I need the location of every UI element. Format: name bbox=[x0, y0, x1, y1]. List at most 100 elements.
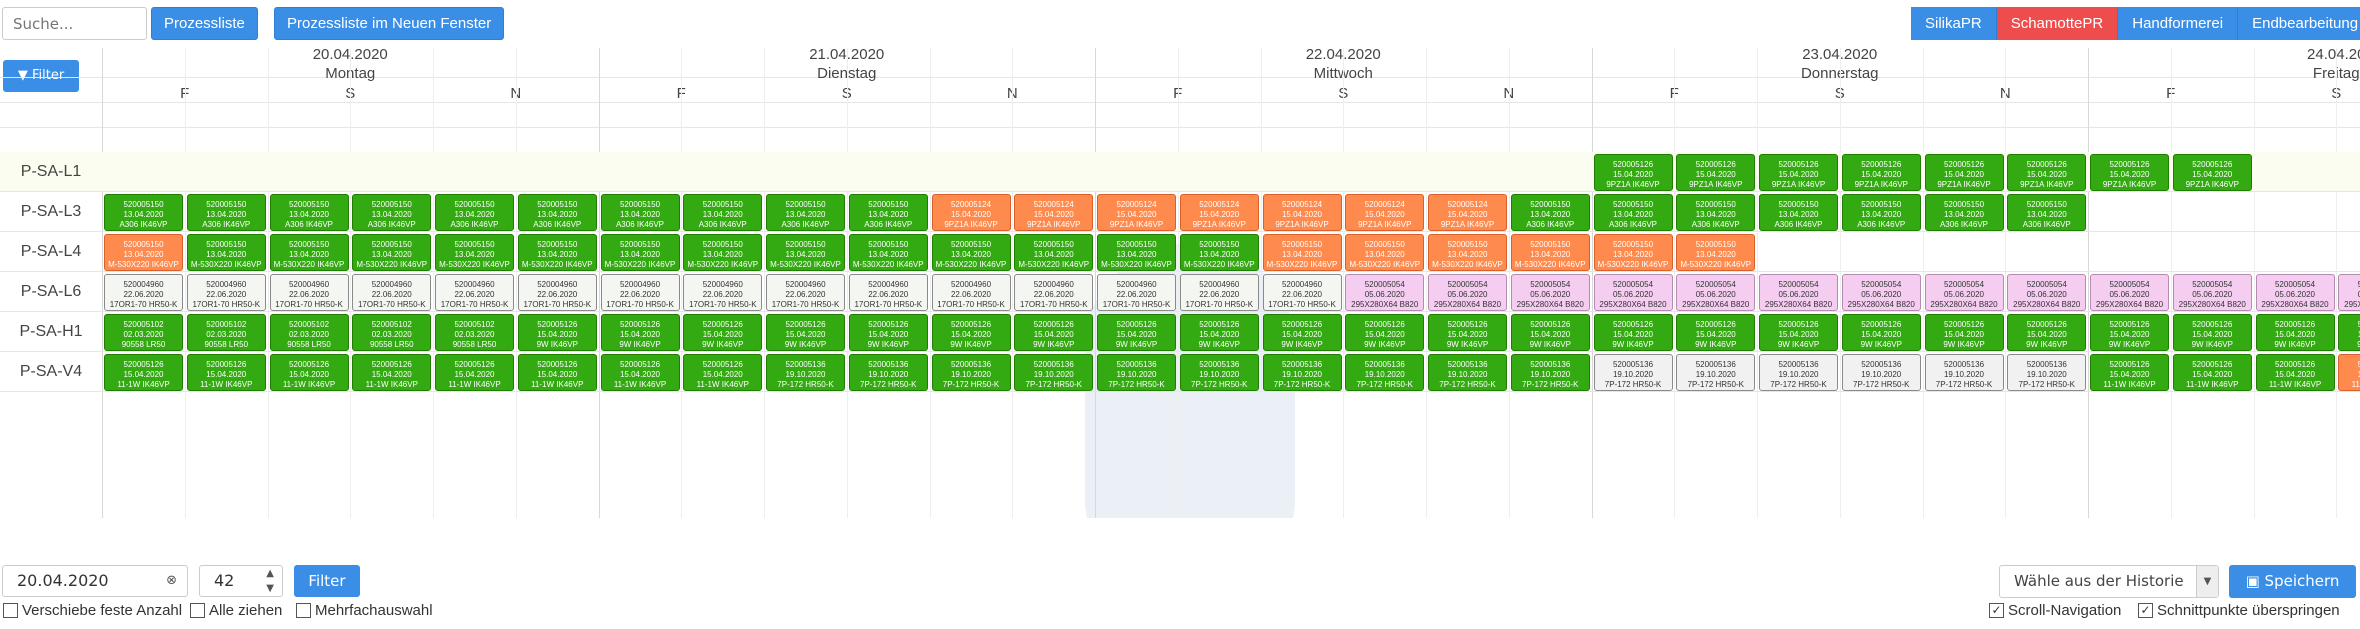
checkbox-box[interactable] bbox=[3, 603, 18, 618]
history-select[interactable]: Wähle aus der Historie ▼ bbox=[1999, 565, 2219, 598]
clear-date-icon[interactable]: ⊗ bbox=[166, 573, 177, 588]
save-button[interactable]: ▣ Speichern bbox=[2229, 565, 2356, 598]
checkbox-box[interactable]: ✓ bbox=[2138, 603, 2153, 618]
bottom-filter-button[interactable]: Filter bbox=[294, 565, 360, 597]
checkbox-schnittpunkte[interactable]: ✓ Schnittpunkte überspringen bbox=[2138, 602, 2340, 619]
tab-silikapr[interactable]: SilikaPR bbox=[1911, 7, 1997, 40]
checkbox-mehrfachauswahl[interactable]: Mehrfachauswahl bbox=[296, 602, 433, 619]
tab-endbearbeitung[interactable]: Endbearbeitung bbox=[2238, 7, 2360, 40]
tab-handformerei[interactable]: Handformerei bbox=[2118, 7, 2239, 40]
date-input[interactable]: 20.04.2020 ⊗ bbox=[2, 565, 188, 597]
search-input[interactable] bbox=[2, 7, 147, 40]
count-input[interactable]: 42 ▲ ▼ bbox=[199, 565, 283, 597]
tab-schamottepr[interactable]: SchamottePR bbox=[1996, 7, 2119, 40]
chevron-down-icon[interactable]: ▼ bbox=[2196, 566, 2218, 597]
prozessliste-button[interactable]: Prozessliste bbox=[151, 7, 258, 40]
